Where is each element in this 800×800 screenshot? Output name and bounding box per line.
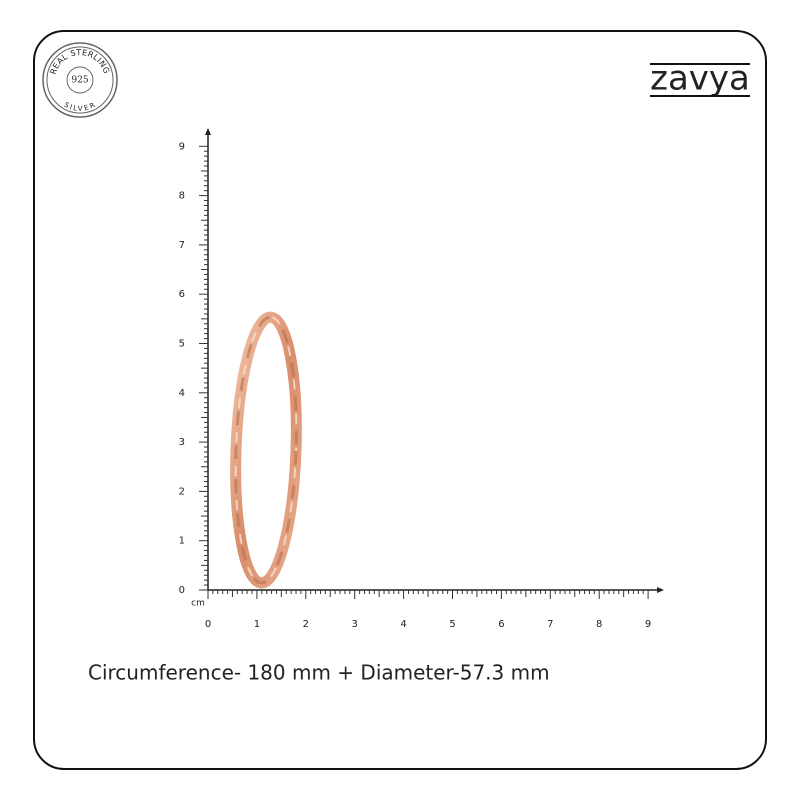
x-tick-label: 7 (547, 619, 553, 630)
brand: zavya (650, 59, 750, 99)
ruler: cm 0 1 2 3 4 5 6 7 8 9 0 1 2 3 4 5 6 7 8 9 (179, 128, 664, 630)
x-tick-label: 6 (498, 619, 504, 630)
bangle (230, 311, 302, 589)
x-tick-label: 2 (303, 619, 309, 630)
y-tick-label: 4 (179, 388, 185, 399)
x-tick-label: 0 (205, 619, 211, 630)
x-arrow (657, 587, 664, 593)
x-tick-label: 4 (400, 619, 406, 630)
badge-center: 925 (71, 76, 88, 86)
y-tick-label: 5 (179, 339, 185, 350)
y-tick-label: 6 (179, 289, 185, 300)
brand-logo: zavya (650, 59, 750, 99)
frame (33, 30, 767, 770)
y-arrow (205, 128, 211, 135)
y-tick-label: 2 (179, 486, 185, 497)
y-tick-label: 3 (179, 437, 185, 448)
x-tick-label: 8 (596, 619, 602, 630)
caption: Circumference- 180 mm + Diameter-57.3 mm (88, 661, 550, 685)
unit-label: cm (191, 599, 205, 609)
y-tick-label: 9 (179, 141, 185, 152)
y-tick-label: 0 (179, 585, 185, 596)
x-tick-label: 5 (449, 619, 455, 630)
x-tick-label: 3 (352, 619, 358, 630)
y-tick-label: 7 (179, 240, 185, 251)
x-tick-label: 1 (254, 619, 260, 630)
x-tick-label: 9 (645, 619, 651, 630)
badge-bottom: SILVER (63, 101, 98, 113)
y-tick-label: 1 (179, 536, 185, 547)
y-tick-label: 8 (179, 191, 185, 202)
badge-bottom-path: SILVER (63, 101, 97, 113)
